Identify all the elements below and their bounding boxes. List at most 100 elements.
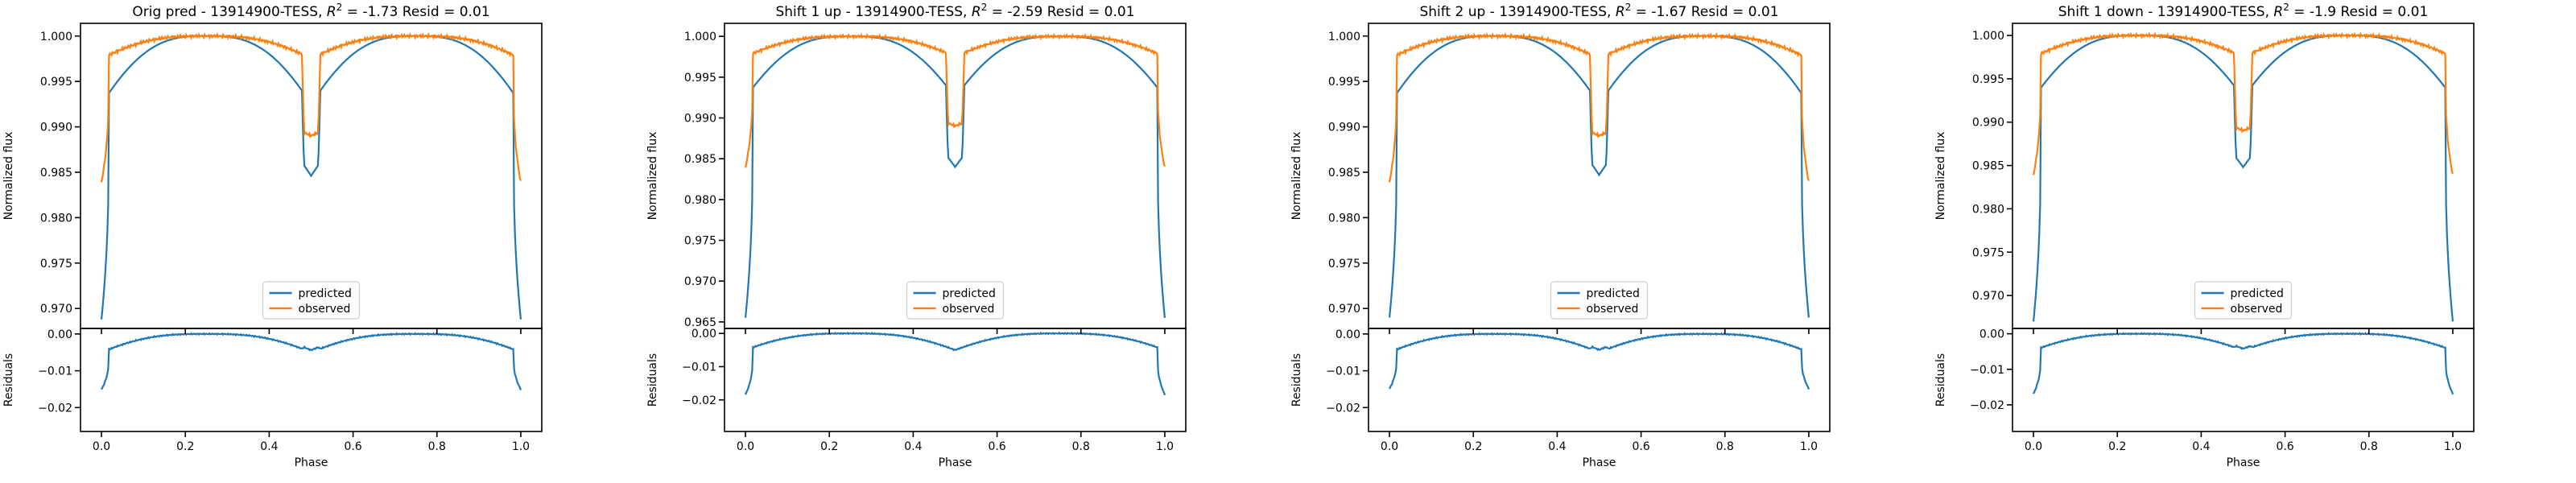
panel-1: Orig pred - 13914900-TESS, R2 = -1.73 Re… [2,2,543,469]
series-predicted-line [100,35,522,320]
flux-ytick-label: 1.000 [1328,31,1360,43]
series-predicted-line [744,35,1166,318]
xtick-label: 0.2 [176,440,194,453]
xtick-label: 0.0 [1381,440,1398,453]
title-prefix: Shift 1 down - 13914900-TESS, [2058,4,2274,20]
flux-ytick-label: 0.985 [1328,167,1360,180]
title-sup: 2 [2283,2,2289,13]
xtick-label: 0.0 [2025,440,2042,453]
series-predicted-line [1388,35,1810,318]
resid-ytick-label: −0.02 [682,394,716,407]
xtick-label: 0.8 [2360,440,2378,453]
legend-box [906,281,1005,320]
title-sup: 2 [981,2,988,13]
title-prefix: Shift 2 up - 13914900-TESS, [1419,4,1615,20]
series-residual-line [745,331,1166,396]
title-r: R [2273,4,2283,20]
flux-ytick-label: 0.990 [1972,117,2004,130]
resid-ytick-label: −0.02 [1326,402,1360,415]
resid-ytick-label: 0.00 [47,328,72,341]
series-observed-line [100,31,522,183]
panel-2: Shift 1 up - 13914900-TESS, R2 = -2.59 R… [646,2,1187,469]
x-axis-label: Phase [939,456,972,469]
residual-axes-frame [724,328,1187,432]
resid-ytick-label: −0.01 [1326,365,1360,378]
flux-ytick-label: 0.990 [684,113,716,126]
legend-box [262,281,361,320]
residual-axes-frame [1368,328,1831,432]
xtick-label: 1.0 [2444,440,2462,453]
flux-ytick-label: 0.975 [684,235,716,248]
x-axis-label: Phase [295,456,328,469]
title-sup: 2 [1625,2,1632,13]
legend-label-observed: observed [943,303,995,316]
xtick-label: 0.4 [260,440,278,453]
legend-label-predicted: predicted [943,287,996,300]
legend-label-predicted: predicted [2231,287,2284,300]
resid-y-axis-label: Residuals [646,353,659,407]
xtick-label: 1.0 [512,440,530,453]
xtick-label: 0.2 [1464,440,1482,453]
flux-ytick-label: 0.980 [40,212,72,225]
legend-label-predicted: predicted [1587,287,1640,300]
xtick-label: 0.8 [1716,440,1734,453]
legend-box [2194,281,2293,320]
x-axis-label: Phase [1583,456,1616,469]
title-r: R [972,4,981,20]
xtick-label: 0.4 [1548,440,1566,453]
xtick-label: 1.0 [1800,440,1818,453]
xtick-label: 0.4 [904,440,922,453]
flux-ytick-label: 0.975 [40,258,72,270]
residual-axes-frame [80,328,543,432]
title-suffix: = -1.73 Resid = 0.01 [342,4,489,20]
flux-ytick-label: 1.000 [1972,30,2004,43]
title-suffix: = -2.59 Resid = 0.01 [987,4,1134,20]
flux-ytick-label: 0.975 [1972,246,2004,259]
resid-y-axis-label: Residuals [1934,353,1947,407]
legend-box [1550,281,1649,320]
xtick-label: 0.0 [93,440,110,453]
legend: predicted observed [1550,281,1649,320]
xtick-label: 0.0 [737,440,754,453]
chart-title: Shift 1 up - 13914900-TESS, R2 = -2.59 R… [775,2,1134,20]
xtick-label: 0.8 [1072,440,1090,453]
flux-ytick-label: 0.995 [684,72,716,85]
xtick-label: 0.8 [428,440,446,453]
title-prefix: Shift 1 up - 13914900-TESS, [775,4,971,20]
resid-ytick-label: 0.00 [1335,328,1360,341]
flux-ytick-label: 0.970 [684,275,716,288]
legend-label-observed: observed [2231,303,2283,316]
xtick-label: 0.6 [988,440,1005,453]
series-residual-line [2033,332,2454,395]
flux-ytick-label: 0.990 [1328,122,1360,134]
title-suffix: = -1.9 Resid = 0.01 [2289,4,2428,20]
flux-y-axis-label: Normalized flux [1934,132,1947,221]
flux-ytick-label: 0.970 [1328,303,1360,316]
legend-label-observed: observed [1587,303,1639,316]
xtick-label: 1.0 [1156,440,1174,453]
panel-4: Shift 1 down - 13914900-TESS, R2 = -1.9 … [1934,2,2475,469]
legend-label-predicted: predicted [299,287,352,300]
legend: predicted observed [2194,281,2293,320]
residual-axes-frame [2012,328,2475,432]
resid-ytick-label: 0.00 [691,328,716,341]
flux-ytick-label: 1.000 [40,31,72,43]
resid-ytick-label: −0.01 [682,361,716,374]
chart-title: Orig pred - 13914900-TESS, R2 = -1.73 Re… [132,2,489,20]
resid-ytick-label: 0.00 [1979,328,2004,341]
xtick-label: 0.6 [344,440,361,453]
series-residual-line [101,332,522,390]
flux-ytick-label: 0.980 [684,194,716,207]
chart-title: Shift 1 down - 13914900-TESS, R2 = -1.9 … [2058,2,2429,20]
series-observed-line [1388,31,1810,183]
title-suffix: = -1.67 Resid = 0.01 [1631,4,1778,20]
flux-ytick-label: 0.985 [40,167,72,180]
flux-ytick-label: 0.985 [1972,160,2004,173]
series-predicted-line [2032,34,2454,322]
title-prefix: Orig pred - 13914900-TESS, [132,4,327,20]
flux-ytick-label: 0.995 [40,76,72,89]
flux-ytick-label: 0.980 [1328,212,1360,225]
flux-ytick-label: 0.980 [1972,203,2004,216]
resid-ytick-label: −0.01 [38,365,72,378]
